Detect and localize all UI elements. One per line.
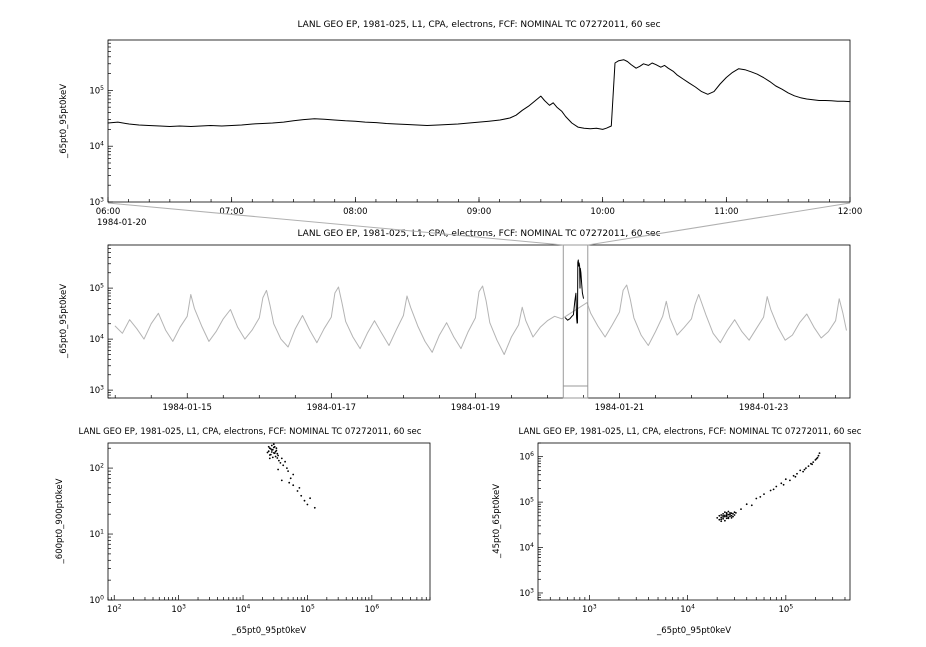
svg-text:1984-01-23: 1984-01-23 bbox=[739, 403, 788, 413]
svg-text:1984-01-15: 1984-01-15 bbox=[163, 403, 212, 413]
svg-text:104: 104 bbox=[680, 604, 695, 616]
svg-text:103: 103 bbox=[519, 587, 534, 599]
svg-text:1984-01-19: 1984-01-19 bbox=[451, 403, 500, 413]
svg-text:12:00: 12:00 bbox=[838, 207, 863, 217]
svg-text:105: 105 bbox=[89, 85, 104, 97]
panel3-xlabel: _65pt0_95pt0keV bbox=[231, 626, 307, 636]
svg-text:09:00: 09:00 bbox=[467, 207, 492, 217]
svg-text:06:00: 06:00 bbox=[96, 207, 121, 217]
svg-text:101: 101 bbox=[89, 529, 104, 541]
svg-text:103: 103 bbox=[89, 385, 104, 397]
panel3-title: LANL GEO EP, 1981-025, L1, CPA, electron… bbox=[78, 427, 422, 437]
svg-text:1984-01-17: 1984-01-17 bbox=[307, 403, 356, 413]
svg-text:11:00: 11:00 bbox=[714, 207, 739, 217]
svg-text:1984-01-21: 1984-01-21 bbox=[595, 403, 644, 413]
svg-text:103: 103 bbox=[89, 197, 104, 209]
svg-text:106: 106 bbox=[365, 604, 380, 616]
svg-text:105: 105 bbox=[779, 604, 794, 616]
svg-text:103: 103 bbox=[582, 604, 597, 616]
panel1-start-date-label: 1984-01-20 bbox=[97, 218, 147, 228]
svg-text:102: 102 bbox=[89, 463, 104, 475]
svg-text:07:00: 07:00 bbox=[219, 207, 244, 217]
svg-text:104: 104 bbox=[89, 141, 104, 153]
svg-text:105: 105 bbox=[89, 283, 104, 295]
svg-text:104: 104 bbox=[89, 334, 104, 346]
svg-text:106: 106 bbox=[519, 451, 534, 463]
svg-text:100: 100 bbox=[89, 595, 104, 607]
svg-text:103: 103 bbox=[171, 604, 186, 616]
panel1-title: LANL GEO EP, 1981-025, L1, CPA, electron… bbox=[297, 20, 661, 30]
svg-text:08:00: 08:00 bbox=[343, 207, 368, 217]
svg-text:102: 102 bbox=[107, 604, 122, 616]
panel4-title: LANL GEO EP, 1981-025, L1, CPA, electron… bbox=[518, 427, 862, 437]
svg-text:104: 104 bbox=[236, 604, 251, 616]
svg-text:105: 105 bbox=[519, 497, 534, 509]
panel4-xlabel: _65pt0_95pt0keV bbox=[656, 626, 732, 636]
svg-text:104: 104 bbox=[519, 542, 534, 554]
svg-text:105: 105 bbox=[300, 604, 315, 616]
panel2-title: LANL GEO EP, 1981-025, L1, CPA, electron… bbox=[297, 229, 661, 239]
svg-text:10:00: 10:00 bbox=[590, 207, 615, 217]
